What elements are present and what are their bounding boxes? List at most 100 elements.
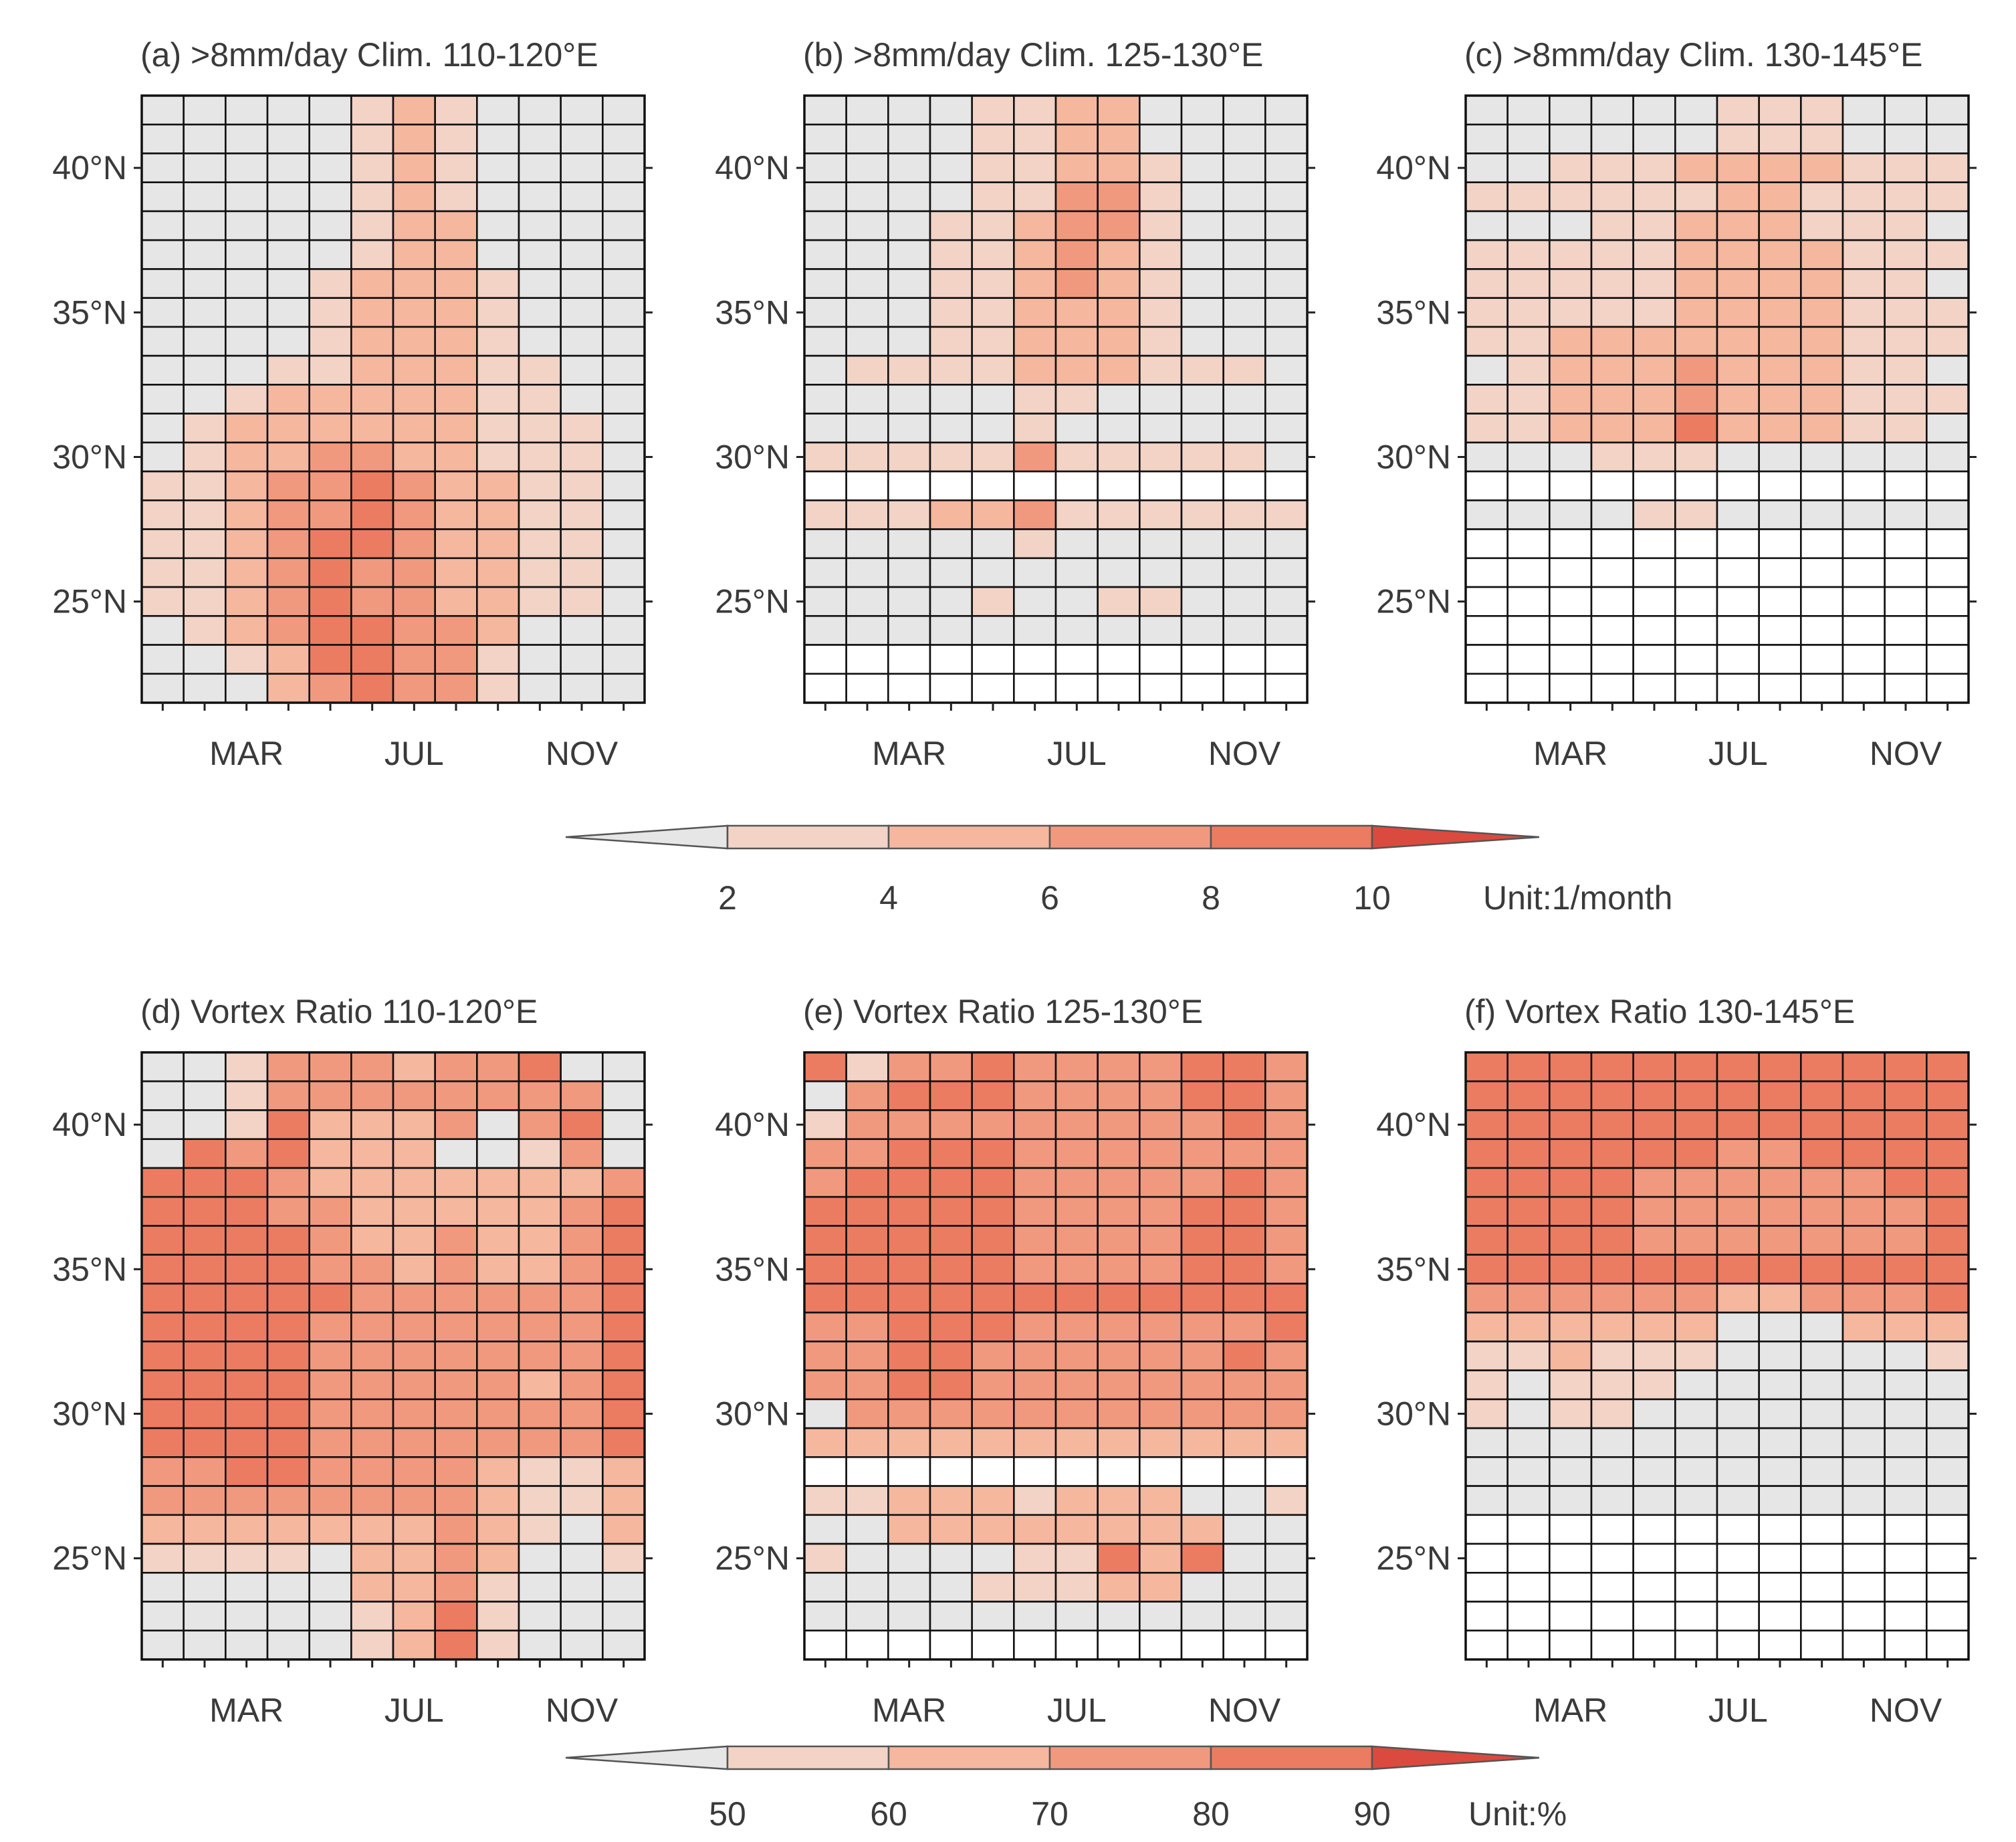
heatmap-cell: [602, 557, 646, 588]
heatmap-cell: [1800, 1398, 1844, 1429]
y-tick-label: 40°N: [715, 149, 790, 187]
heatmap-cell: [845, 499, 889, 530]
heatmap-cell: [1054, 644, 1099, 675]
heatmap-cell: [183, 268, 227, 299]
heatmap-cell: [1884, 1195, 1928, 1227]
heatmap-cell: [560, 181, 604, 213]
heatmap-cell: [1549, 1051, 1593, 1082]
heatmap-cell: [1464, 586, 1508, 617]
heatmap-cell: [1054, 1514, 1099, 1545]
heatmap-cell: [1013, 326, 1057, 357]
y-tick-label: 25°N: [1376, 583, 1451, 620]
heatmap-cell: [1884, 557, 1928, 588]
heatmap-cell: [803, 413, 847, 444]
heatmap-cell: [266, 1629, 310, 1661]
heatmap-cell: [1800, 123, 1844, 154]
heatmap-cell: [1180, 268, 1224, 299]
heatmap-cell: [1549, 1398, 1593, 1429]
heatmap-cell: [1841, 1195, 1886, 1227]
heatmap-cell: [350, 326, 395, 357]
heatmap-cell: [1758, 413, 1802, 444]
heatmap-cell: [434, 1051, 478, 1082]
heatmap-cell: [1800, 1456, 1844, 1487]
heatmap-cell: [929, 1195, 973, 1227]
heatmap-cell: [971, 1051, 1015, 1082]
heatmap-cell: [1264, 1571, 1309, 1603]
heatmap-cell: [1884, 1485, 1928, 1516]
heatmap-cell: [518, 1341, 562, 1371]
heatmap-cell: [1758, 1629, 1802, 1661]
heatmap-cell: [1632, 413, 1676, 444]
heatmap-cell: [1180, 1601, 1224, 1632]
heatmap-cell: [518, 354, 562, 386]
heatmap-cell: [1506, 614, 1551, 646]
heatmap-cell: [140, 123, 185, 154]
heatmap-cell: [1013, 1051, 1057, 1082]
heatmap-cell: [1139, 673, 1183, 704]
heatmap-cell: [392, 1080, 436, 1111]
heatmap-cell: [1549, 1195, 1593, 1227]
y-tick-label: 30°N: [1376, 1395, 1451, 1433]
heatmap-cell: [1264, 586, 1309, 617]
heatmap-cell: [602, 384, 646, 415]
heatmap-cell: [1054, 557, 1099, 588]
heatmap-cell: [266, 297, 310, 328]
heatmap-cell: [887, 1601, 931, 1632]
heatmap-cell: [1590, 1051, 1634, 1082]
heatmap-cell: [392, 354, 436, 386]
heatmap-cell: [1549, 1456, 1593, 1487]
heatmap-cell: [1590, 441, 1634, 473]
heatmap-cell: [350, 1601, 395, 1632]
heatmap-cell: [1884, 1571, 1928, 1603]
y-tick-label: 25°N: [715, 583, 790, 620]
heatmap-cell: [1506, 384, 1551, 415]
heatmap-cell: [803, 644, 847, 675]
heatmap-cell: [1926, 1369, 1970, 1401]
heatmap-cell: [1716, 1080, 1760, 1111]
heatmap-cell: [1758, 586, 1802, 617]
heatmap-cell: [1590, 354, 1634, 386]
heatmap-cell: [845, 441, 889, 473]
heatmap-cell: [140, 1514, 185, 1545]
heatmap-cell: [140, 297, 185, 328]
heatmap-cell: [1464, 297, 1508, 328]
heatmap-cell: [1841, 1167, 1886, 1198]
heatmap-cell: [1841, 210, 1886, 241]
heatmap-cell: [1926, 1571, 1970, 1603]
heatmap-cell: [1549, 1138, 1593, 1169]
colorbar-high-triangle: [1371, 1745, 1540, 1770]
colorbar-unit-label: Unit:1/month: [1483, 879, 1672, 917]
heatmap-cell: [929, 1514, 973, 1545]
heatmap-cell: [803, 239, 847, 270]
heatmap-cell: [971, 441, 1015, 473]
heatmap-cell: [225, 1051, 269, 1082]
heatmap-cell: [518, 239, 562, 270]
heatmap-cell: [434, 1456, 478, 1487]
heatmap-cell: [1139, 1398, 1183, 1429]
heatmap-cell: [1926, 1601, 1970, 1632]
heatmap-cell: [392, 614, 436, 646]
heatmap-cell: [1884, 1514, 1928, 1545]
heatmap-cell: [1264, 673, 1309, 704]
heatmap-cell: [929, 1051, 973, 1082]
heatmap-cell: [476, 499, 520, 530]
heatmap-cell: [1139, 528, 1183, 560]
heatmap-cell: [1097, 1311, 1141, 1343]
heatmap-cell: [845, 1254, 889, 1285]
heatmap-cell: [1884, 94, 1928, 126]
heatmap-cell: [1464, 239, 1508, 270]
heatmap-cell: [929, 1254, 973, 1285]
heatmap-cell: [1590, 1254, 1634, 1285]
heatmap-cell: [1632, 557, 1676, 588]
heatmap-cell: [1549, 673, 1593, 704]
heatmap-cell: [1054, 239, 1099, 270]
heatmap-cell: [1506, 1601, 1551, 1632]
panel-title: (b) >8mm/day Clim. 125-130°E: [803, 36, 1263, 74]
heatmap-cell: [434, 557, 478, 588]
heatmap-cell: [560, 1080, 604, 1111]
heatmap-cell: [1097, 1195, 1141, 1227]
heatmap-cell: [602, 326, 646, 357]
heatmap-cell: [1264, 1485, 1309, 1516]
heatmap-cell: [434, 181, 478, 213]
